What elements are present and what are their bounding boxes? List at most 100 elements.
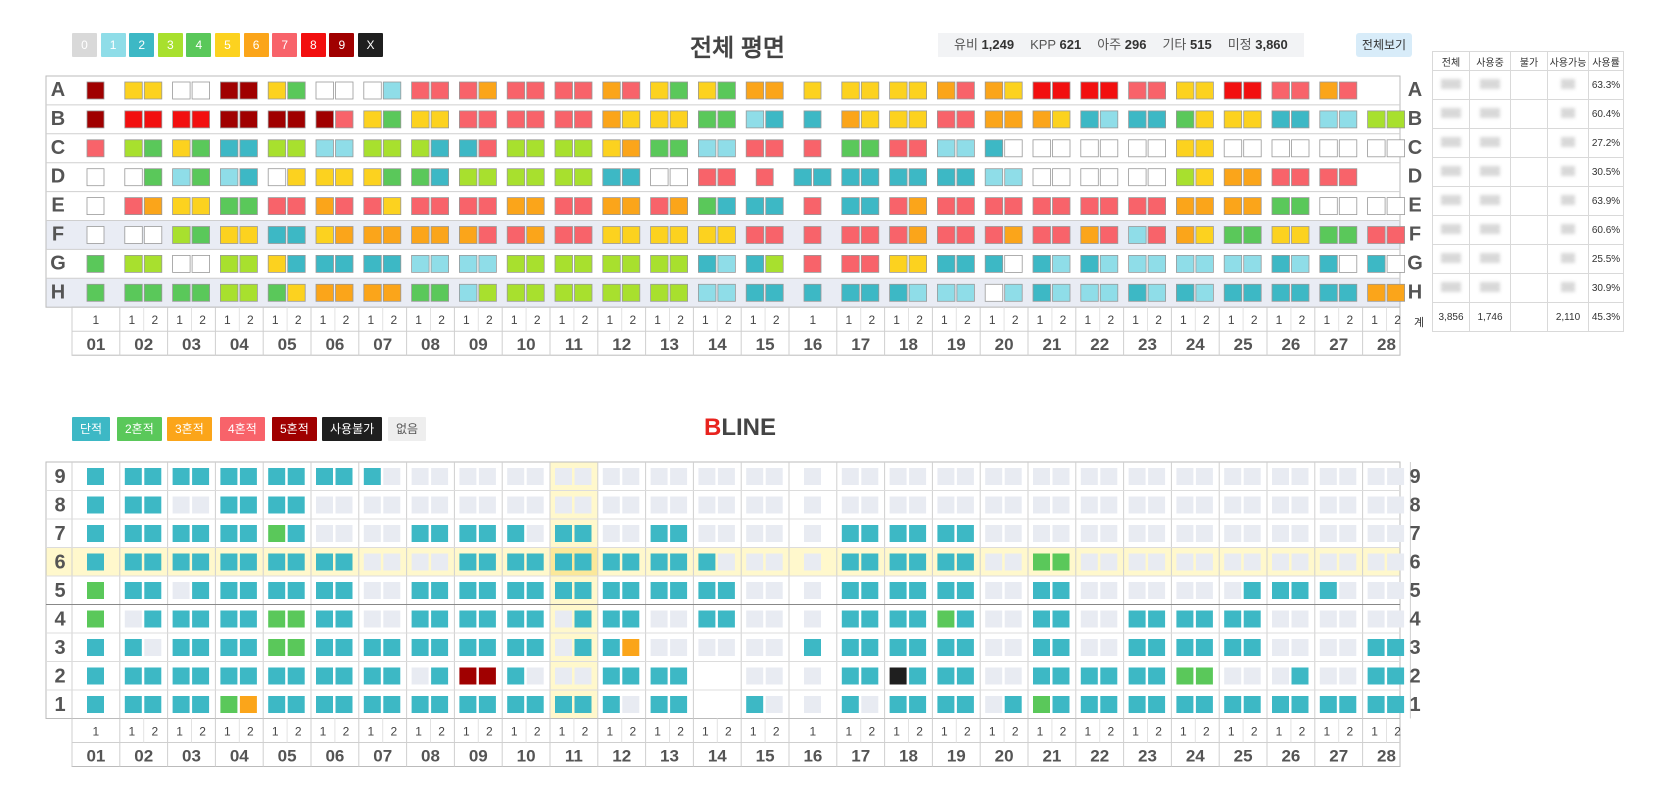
slot-cell[interactable] [382, 168, 402, 187]
bline-slot[interactable] [1387, 667, 1405, 685]
bline-slot[interactable] [1100, 525, 1118, 542]
bline-slot[interactable] [746, 525, 764, 542]
bline-slot[interactable] [1339, 667, 1357, 685]
bline-slot[interactable] [861, 496, 879, 514]
bline-slot[interactable] [526, 667, 544, 685]
slot-cell[interactable] [382, 254, 402, 273]
slot-cell[interactable] [574, 226, 593, 244]
bline-slot[interactable] [889, 496, 907, 514]
slot-cell[interactable] [478, 110, 497, 129]
bline-slot[interactable] [1195, 468, 1213, 485]
bline-slot[interactable] [670, 582, 688, 599]
bline-slot[interactable] [1052, 639, 1070, 656]
bline-slot[interactable] [985, 667, 1003, 685]
bline-slot[interactable] [220, 610, 238, 628]
bline-slot[interactable] [602, 582, 620, 599]
slot-cell[interactable] [602, 283, 621, 302]
bline-slot[interactable] [1148, 696, 1166, 713]
slot-cell[interactable] [1080, 197, 1099, 216]
bline-slot[interactable] [1243, 582, 1261, 599]
bline-slot[interactable] [956, 696, 974, 713]
legend-chip-8[interactable]: 8 [300, 33, 326, 57]
bline-legend-chip[interactable]: 없음 [388, 417, 427, 441]
bline-slot[interactable] [268, 639, 286, 656]
slot-cell[interactable] [1052, 110, 1071, 129]
slot-cell[interactable] [554, 254, 573, 273]
legend-chip-1[interactable]: 1 [100, 33, 126, 57]
slot-cell[interactable] [1080, 110, 1099, 129]
slot-cell[interactable] [1004, 283, 1023, 302]
slot-cell[interactable] [411, 254, 430, 273]
bline-slot[interactable] [526, 553, 544, 571]
slot-cell[interactable] [717, 254, 736, 273]
bline-slot[interactable] [746, 496, 764, 514]
slot-cell[interactable] [602, 168, 621, 187]
bline-slot[interactable] [1128, 667, 1146, 685]
bline-slot[interactable] [459, 553, 477, 571]
slot-cell[interactable] [1052, 168, 1071, 187]
bline-slot[interactable] [937, 667, 955, 685]
slot-cell[interactable] [650, 139, 669, 158]
bline-slot[interactable] [1339, 696, 1357, 713]
slot-cell[interactable] [1367, 226, 1386, 244]
slot-cell[interactable] [554, 110, 573, 129]
bline-slot[interactable] [1033, 525, 1050, 542]
bline-slot[interactable] [411, 553, 429, 571]
bline-slot[interactable] [172, 639, 190, 656]
bline-slot[interactable] [1052, 496, 1070, 514]
bline-slot[interactable] [144, 553, 162, 571]
slot-cell[interactable] [86, 81, 105, 100]
bline-slot[interactable] [765, 553, 783, 571]
slot-cell[interactable] [1099, 110, 1119, 129]
bline-slot[interactable] [1080, 468, 1098, 485]
bline-slot[interactable] [889, 696, 907, 713]
slot-cell[interactable] [430, 168, 450, 187]
bline-slot[interactable] [172, 468, 190, 485]
bline-slot[interactable] [602, 639, 620, 656]
slot-cell[interactable] [669, 197, 688, 216]
slot-cell[interactable] [1319, 283, 1338, 302]
bline-slot[interactable] [1148, 525, 1166, 542]
slot-cell[interactable] [239, 168, 258, 187]
slot-cell[interactable] [526, 81, 545, 100]
slot-cell[interactable] [956, 283, 975, 302]
slot-cell[interactable] [1291, 110, 1310, 129]
slot-cell[interactable] [860, 254, 880, 273]
bline-slot[interactable] [889, 667, 907, 685]
slot-cell[interactable] [984, 168, 1004, 187]
bline-slot[interactable] [670, 553, 688, 571]
bline-slot[interactable] [1291, 468, 1309, 485]
bline-slot[interactable] [956, 553, 974, 571]
slot-cell[interactable] [908, 139, 927, 158]
bline-slot[interactable] [1224, 468, 1242, 485]
bline-slot[interactable] [192, 496, 210, 514]
bline-slot[interactable] [889, 639, 907, 656]
slot-cell[interactable] [984, 197, 1004, 216]
bline-slot[interactable] [478, 553, 496, 571]
bline-slot[interactable] [650, 525, 668, 542]
slot-cell[interactable] [143, 254, 163, 273]
bline-slot[interactable] [1319, 639, 1337, 656]
slot-cell[interactable] [1223, 168, 1243, 187]
bline-slot[interactable] [526, 696, 544, 713]
bline-slot[interactable] [1291, 667, 1309, 685]
bline-slot[interactable] [431, 553, 449, 571]
bline-slot[interactable] [192, 610, 210, 628]
bline-slot[interactable] [507, 582, 525, 599]
slot-cell[interactable] [1176, 283, 1195, 302]
slot-cell[interactable] [698, 81, 717, 100]
slot-cell[interactable] [315, 110, 334, 129]
slot-cell[interactable] [956, 139, 975, 158]
bline-slot[interactable] [1195, 610, 1213, 628]
slot-cell[interactable] [650, 197, 669, 216]
slot-cell[interactable] [574, 81, 593, 100]
slot-cell[interactable] [287, 197, 306, 216]
bline-slot[interactable] [622, 468, 640, 485]
slot-cell[interactable] [554, 168, 573, 187]
bline-slot[interactable] [650, 696, 668, 713]
slot-cell[interactable] [363, 81, 382, 100]
bline-slot[interactable] [1367, 667, 1385, 685]
slot-cell[interactable] [1128, 254, 1147, 273]
bline-slot[interactable] [985, 639, 1003, 656]
slot-cell[interactable] [1195, 226, 1214, 244]
